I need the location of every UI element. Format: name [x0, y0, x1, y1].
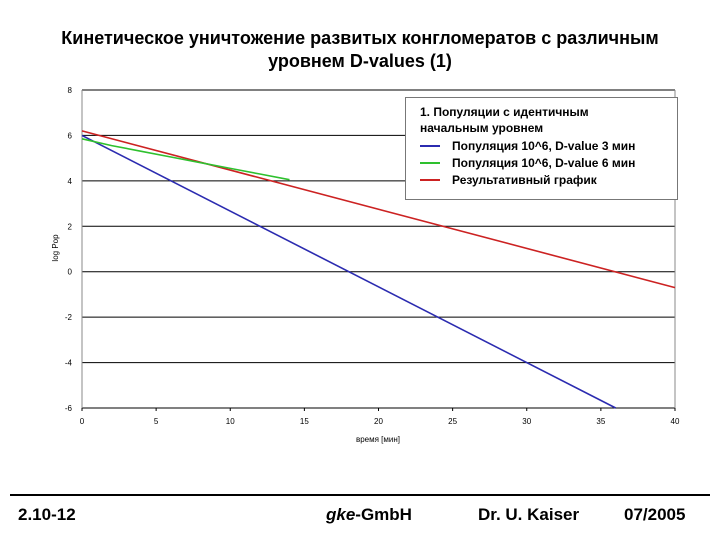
- y-tick-label-0: 0: [68, 268, 73, 277]
- legend-swatch-d6: [420, 162, 440, 164]
- chart-legend: 1. Популяции с идентичным начальным уров…: [405, 97, 678, 200]
- legend-label-d3: Популяция 10^6, D-value 3 мин: [452, 139, 636, 153]
- x-tick-label-30: 30: [522, 417, 531, 426]
- footer-author: Dr. U. Kaiser: [478, 505, 580, 524]
- x-axis-label: время [мин]: [356, 435, 400, 444]
- series-line-2: [81, 130, 676, 289]
- slide-title-line-1: Кинетическое уничтожение развитых конгло…: [61, 28, 659, 48]
- series-line-0: [81, 134, 617, 409]
- y-tick-label--4: -4: [65, 359, 73, 368]
- footer-company-rest: -GmbH: [355, 505, 412, 524]
- y-tick-label--6: -6: [65, 404, 73, 413]
- y-tick-label-2: 2: [68, 222, 73, 231]
- slide-title: Кинетическое уничтожение развитых конгло…: [0, 27, 720, 73]
- x-tick-label-15: 15: [300, 417, 309, 426]
- legend-item-d6: Популяция 10^6, D-value 6 мин: [420, 155, 635, 171]
- footer-company-italic: gke: [326, 505, 356, 524]
- y-tick-label-4: 4: [68, 177, 73, 186]
- legend-label-result: Результативный график: [452, 173, 597, 187]
- legend-item-result: Результативный график: [420, 172, 597, 188]
- x-tick-label-25: 25: [448, 417, 457, 426]
- slide-title-line-2: уровнем D-values (1): [268, 51, 452, 71]
- x-tick-label-40: 40: [671, 417, 680, 426]
- y-tick-label--2: -2: [65, 313, 73, 322]
- x-tick-label-5: 5: [154, 417, 159, 426]
- legend-title: 1. Популяции с идентичным начальным уров…: [420, 104, 589, 136]
- footer-divider: [10, 494, 710, 496]
- x-tick-label-35: 35: [596, 417, 605, 426]
- legend-title-line-2: начальным уровнем: [420, 121, 544, 135]
- legend-title-line-1: 1. Популяции с идентичным: [420, 105, 589, 119]
- x-tick-label-0: 0: [80, 417, 85, 426]
- y-tick-label-8: 8: [68, 86, 73, 95]
- x-tick-label-20: 20: [374, 417, 383, 426]
- footer-slide-number: 2.10-12: [18, 505, 76, 524]
- series-line-1: [81, 138, 290, 181]
- footer-company: gke-GmbH: [326, 505, 412, 525]
- y-axis-label: log Pop: [51, 234, 60, 262]
- legend-swatch-result: [420, 179, 440, 181]
- legend-item-d3: Популяция 10^6, D-value 3 мин: [420, 138, 635, 154]
- legend-swatch-d3: [420, 145, 440, 147]
- legend-label-d6: Популяция 10^6, D-value 6 мин: [452, 156, 636, 170]
- x-tick-label-10: 10: [226, 417, 235, 426]
- y-tick-label-6: 6: [68, 131, 73, 140]
- footer-date: 07/2005: [624, 505, 686, 524]
